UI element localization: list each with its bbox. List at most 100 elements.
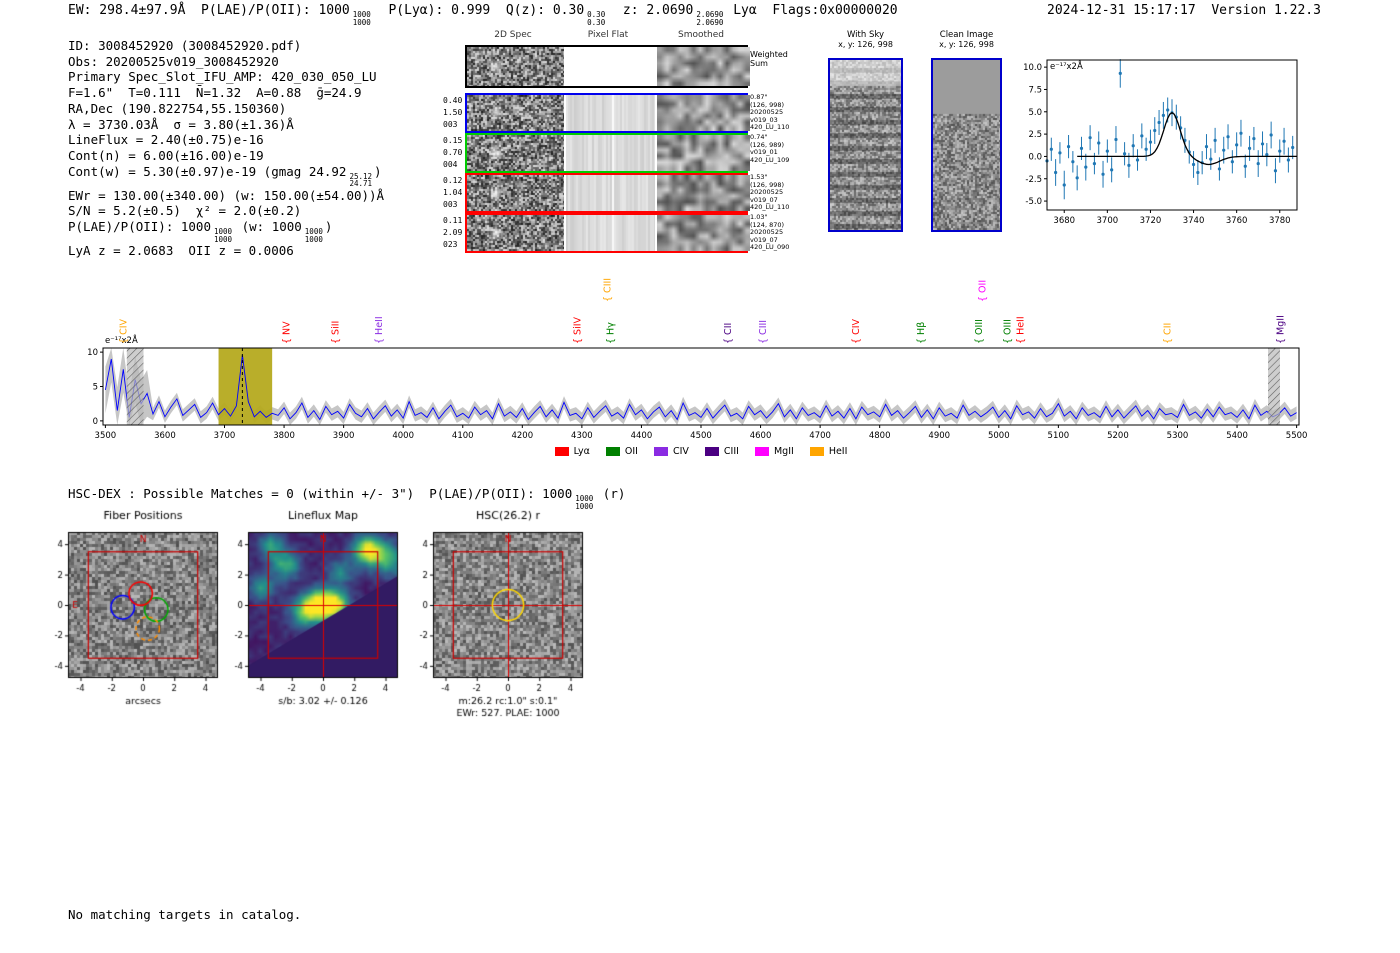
svg-text:-5.0: -5.0 [1025, 197, 1042, 207]
text-segment: (r) [595, 486, 626, 501]
svg-text:e⁻¹⁷x2Å: e⁻¹⁷x2Å [105, 334, 138, 346]
text-segment: Cont(n) = 6.00(±16.00)e-19 [68, 147, 264, 163]
emission-line-label: { HeII [1015, 316, 1026, 344]
legend-item: Lyα [554, 446, 590, 457]
col-header-2dspec: 2D Spec [494, 30, 532, 40]
weighted-sum-cutout [465, 45, 750, 88]
text-segment: LineFlux = 2.40(±0.75)e-16 [68, 132, 264, 148]
emission-line-label: { CII [723, 323, 734, 344]
info-line: LineFlux = 2.40(±0.75)e-16 [68, 132, 384, 148]
info-line: EWr = 130.00(±340.00) (w: 150.00(±54.00)… [68, 188, 384, 204]
fiber-cutout-row [465, 93, 750, 133]
fiber-weight-labels: 0.12 1.04 003 [443, 176, 463, 209]
info-line: LyA z = 2.0683 OII z = 0.0006 [68, 243, 384, 259]
text-segment: F=1.6" T=0.111 N̄=1.32 A=0.88 ḡ=24.9 [68, 85, 362, 101]
clean-image-coords: x, y: 126, 998 [939, 40, 994, 49]
legend-swatch [653, 447, 668, 456]
emission-line-label: { SiII [330, 321, 341, 344]
text-segment: Lyα Flags:0x00000020 [725, 3, 898, 18]
svg-text:4200: 4200 [511, 431, 533, 441]
svg-text:5100: 5100 [1048, 431, 1070, 441]
lineflux-map-panel [220, 505, 415, 723]
svg-text:4300: 4300 [571, 431, 593, 441]
svg-text:2.5: 2.5 [1028, 130, 1042, 140]
legend-item: HeII [809, 446, 847, 457]
svg-text:3700: 3700 [1097, 216, 1119, 226]
emission-line-label: { CII [1162, 323, 1173, 344]
fiber-2dspec-image [467, 135, 564, 171]
col-header-smoothed: Smoothed [678, 30, 724, 40]
with-sky-coords: x, y: 126, 998 [838, 40, 893, 49]
stacked-fraction: 25.12 24.71 [349, 171, 373, 189]
text-segment: ) [324, 219, 333, 235]
emission-line-label: { SiIV [573, 316, 584, 344]
text-segment: RA,Dec (190.822754,55.150360) [68, 100, 287, 116]
legend-item: OII [605, 446, 638, 457]
text-segment: LyA z = 2.0683 OII z = 0.0006 [68, 243, 294, 259]
legend-label: MgII [773, 446, 794, 457]
emission-line-label: { Hβ [916, 322, 927, 344]
timestamp-version: 2024-12-31 15:17:17 Version 1.22.3 [1047, 3, 1321, 18]
fiber-smoothed-image [657, 215, 750, 251]
svg-text:4100: 4100 [452, 431, 474, 441]
svg-text:0.0: 0.0 [1028, 152, 1042, 162]
svg-text:e⁻¹⁷x2Å: e⁻¹⁷x2Å [1050, 60, 1083, 72]
emission-line-label: { OII [978, 280, 989, 302]
svg-text:3780: 3780 [1269, 216, 1291, 226]
fiber-annotation: 0.87" (126, 998) 20200525 v019_03 420_LU… [750, 93, 790, 132]
spec2d-grid: 2D Spec Pixel Flat Smoothed Weighted Sum… [443, 30, 833, 260]
hsc-dex-match-line: HSC-DEX : Possible Matches = 0 (within +… [68, 486, 625, 510]
fiber-smoothed-image [657, 175, 750, 211]
info-line: Obs: 20200525v019_3008452920 [68, 54, 384, 70]
fiber-2dspec-image [467, 175, 564, 211]
svg-text:3680: 3680 [1053, 216, 1075, 226]
info-line: P(LAE)/P(OII): 1000 1000 1000 (w: 1000 1000… [68, 219, 384, 243]
svg-text:3760: 3760 [1226, 216, 1248, 226]
full-spectrum-plot: 3500 3600 3700 3800 3900 4000 4100 4200 4300 4400… [87, 278, 1307, 441]
svg-text:3720: 3720 [1140, 216, 1162, 226]
text-segment: EW: 298.4±97.9Å P(LAE)/P(OII): 1000 [68, 3, 350, 18]
svg-text:10: 10 [87, 348, 98, 358]
col-header-pixelflat: Pixel Flat [587, 30, 629, 40]
emission-line-label: { OIII [974, 319, 985, 344]
weighted-pixelflat-image [566, 47, 655, 86]
detection-info-block: ID: 3008452920 (3008452920.pdf) Obs: 2020… [68, 38, 384, 259]
stacked-fraction: 2.0690 2.0690 [696, 10, 724, 27]
emission-line-label: { HeII [374, 316, 385, 344]
text-segment: Primary Spec_Slot_IFU_AMP: 420_030_050_L… [68, 69, 377, 85]
svg-text:3700: 3700 [214, 431, 236, 441]
with-sky-panel: With Sky x, y: 126, 998 [828, 30, 903, 232]
info-line: ID: 3008452920 (3008452920.pdf) [68, 38, 384, 54]
fiber-pixelflat-image [566, 215, 655, 251]
text-segment: S/N = 5.2(±0.5) χ² = 2.0(±0.2) [68, 203, 302, 219]
text-segment: EWr = 130.00(±340.00) (w: 150.00(±54.00)… [68, 187, 385, 203]
fiber-2dspec-image [467, 95, 564, 131]
svg-text:4700: 4700 [809, 431, 831, 441]
svg-text:5200: 5200 [1107, 431, 1129, 441]
weighted-smoothed-image [657, 47, 750, 86]
svg-text:4000: 4000 [392, 431, 414, 441]
svg-text:5000: 5000 [988, 431, 1010, 441]
legend-label: Lyα [573, 446, 590, 457]
legend-label: OII [624, 446, 638, 457]
svg-text:-2.5: -2.5 [1025, 175, 1042, 185]
svg-text:5400: 5400 [1226, 431, 1248, 441]
with-sky-image-box [828, 58, 903, 232]
emission-line-label: { CIV [851, 319, 862, 344]
fiber-2dspec-image [467, 215, 564, 251]
svg-text:10.0: 10.0 [1023, 63, 1042, 73]
footer-notes: No matching targets in catalog. Row inte… [68, 876, 301, 953]
text-segment: Cont(w) = 5.30(±0.97)e-19 (gmag 24.92 [68, 163, 347, 179]
fiber-positions-panel [40, 505, 235, 723]
fiber-cutout-row [465, 133, 750, 173]
emission-line-label: { NV [281, 321, 292, 344]
emission-line-label: { CIII [602, 278, 613, 302]
text-segment: Obs: 20200525v019_3008452920 [68, 53, 279, 69]
svg-text:4600: 4600 [750, 431, 772, 441]
emission-line-label: { OIII [1003, 319, 1014, 344]
text-segment: (w: 1000 [234, 219, 302, 235]
legend-swatch [605, 447, 620, 456]
legend-label: CIII [723, 446, 739, 457]
